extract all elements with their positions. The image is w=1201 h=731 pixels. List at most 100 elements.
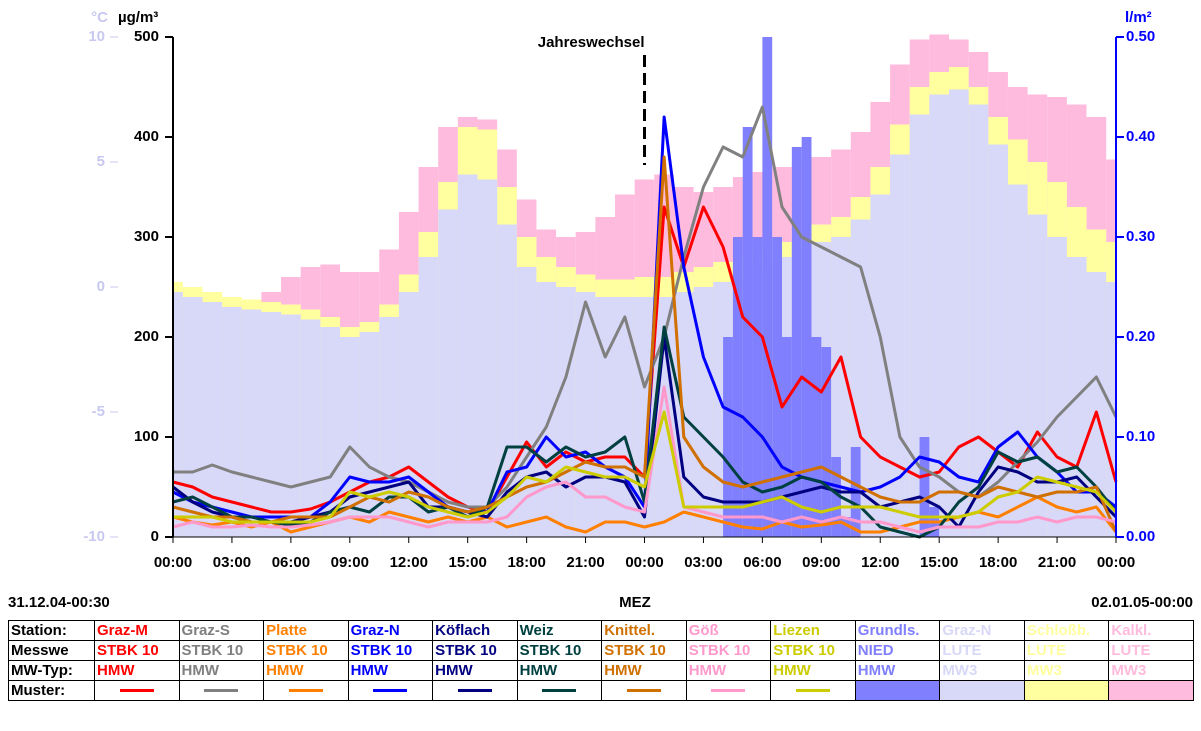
swatch-line <box>204 689 239 692</box>
temperature-step <box>241 309 262 537</box>
temperature-step <box>173 292 183 537</box>
swatch-line <box>373 689 408 692</box>
series-line <box>173 410 1118 524</box>
legend-cell: HMW <box>770 660 856 681</box>
legend-cell: HMW <box>263 660 349 681</box>
precipitation-bar <box>821 347 832 537</box>
temperature-step <box>890 154 910 537</box>
y-tick-label: 200 <box>134 328 159 345</box>
legend-row: Messwe STBK 10 STBK 10 STBK 10 STBK 10 STBK 1… <box>8 640 1194 661</box>
legend-swatch <box>1108 680 1194 701</box>
concentration-lines <box>172 105 1118 539</box>
legend-swatch <box>178 680 265 701</box>
temperature-step <box>281 314 301 537</box>
x-tick-label: 09:00 <box>331 554 369 571</box>
x-tick-label: 03:00 <box>684 554 722 571</box>
temperature-step <box>988 144 1008 537</box>
legend-cell: NIED <box>854 640 941 661</box>
temperature-step <box>438 209 458 537</box>
temperature-step <box>261 312 282 537</box>
legend-cell: HMW <box>347 660 434 681</box>
x-tick-label: 00:00 <box>154 554 192 571</box>
legend-cell: STBK 10 <box>770 640 856 661</box>
y2-tick-label: 0.20 <box>1126 328 1155 345</box>
y-tick-label: 300 <box>134 228 159 245</box>
x-tick-label: 15:00 <box>449 554 487 571</box>
legend-row: Muster: <box>8 680 1194 701</box>
x-tick-label: 06:00 <box>272 554 310 571</box>
y2-tick-label: 0.40 <box>1126 128 1155 145</box>
temperature-step <box>949 89 969 537</box>
swatch-line <box>796 689 831 692</box>
legend-swatch <box>516 680 603 701</box>
legend-cell: STBK 10 <box>601 640 687 661</box>
legend-cell: STBK 10 <box>178 640 265 661</box>
precipitation-bar <box>801 137 812 537</box>
temperature-step <box>1007 184 1028 537</box>
legend-cell: Schloßb. <box>1023 620 1110 641</box>
x-tick-label: 00:00 <box>625 554 663 571</box>
x-tick-label: 18:00 <box>507 554 545 571</box>
precipitation-bar <box>762 37 773 537</box>
swatch-line <box>457 689 492 692</box>
temperature-step <box>693 287 714 537</box>
temperature-step <box>929 94 950 537</box>
y3-tick-label: 5 <box>97 153 105 170</box>
legend-cell: STBK 10 <box>263 640 349 661</box>
y2-tick-label: 0.30 <box>1126 228 1155 245</box>
end-label: 02.01.05-00:00 <box>1091 594 1193 611</box>
legend-cell: Graz-M <box>94 620 180 641</box>
x-tick-label: 03:00 <box>213 554 251 571</box>
legend-swatch <box>94 680 180 701</box>
legend-cell: HMW <box>432 660 518 681</box>
row-label: Messwe <box>8 640 95 661</box>
temperature-step <box>1047 237 1067 537</box>
legend-cell: MW3 <box>1108 660 1194 681</box>
legend-cell: Göß <box>685 620 772 641</box>
precipitation-bar <box>791 147 802 537</box>
temperature-step <box>398 292 419 537</box>
annotation: Jahreswechsel <box>538 34 645 51</box>
legend-row: Station: Graz-M Graz-S Platte Graz-N Köflach W… <box>8 620 1194 641</box>
legend-cell: STBK 10 <box>347 640 434 661</box>
legend-cell: HMW <box>854 660 941 681</box>
y3-tick-label: -5 <box>92 403 105 420</box>
legend-cell: HMW <box>178 660 265 681</box>
precipitation-bar <box>723 337 733 537</box>
legend-swatch <box>1023 680 1110 701</box>
precipitation-bar <box>811 337 822 537</box>
temperature-step <box>968 104 989 537</box>
legend-cell: MW3 <box>939 660 1025 681</box>
temperature-step <box>418 257 439 537</box>
swatch-line <box>711 689 746 692</box>
y2-tick-label: 0.10 <box>1126 428 1155 445</box>
y3-unit: °C <box>91 9 108 26</box>
x-tick-label: 21:00 <box>1038 554 1076 571</box>
legend-swatch <box>854 680 941 701</box>
legend-cell: Grundls. <box>854 620 941 641</box>
precipitation-bar <box>752 237 763 537</box>
precipitation-bar <box>831 457 841 537</box>
y2-unit: l/m² <box>1125 9 1152 26</box>
legend-cell: Graz-S <box>178 620 265 641</box>
temperature-step <box>222 307 242 537</box>
temperature-step <box>300 319 321 537</box>
series-line <box>172 325 1118 539</box>
temperature-step <box>182 297 203 537</box>
legend-cell: Graz-N <box>347 620 434 641</box>
y-tick-label: 400 <box>134 128 159 145</box>
legend-swatch <box>432 680 518 701</box>
legend-table: Station: Graz-M Graz-S Platte Graz-N Köflach W… <box>8 620 1194 701</box>
temperature-step <box>556 287 576 537</box>
temperature-step <box>909 114 930 537</box>
y-tick-label: 500 <box>134 28 159 45</box>
legend-cell: Kalkl. <box>1108 620 1194 641</box>
legend-cell: LUTE <box>1023 640 1110 661</box>
legend-swatch <box>939 680 1025 701</box>
precipitation-bar <box>742 127 753 537</box>
legend-cell: LUTE <box>1108 640 1194 661</box>
legend-cell: HMW <box>94 660 180 681</box>
temperature-step <box>339 337 360 537</box>
start-label: 31.12.04-00:30 <box>8 594 110 611</box>
